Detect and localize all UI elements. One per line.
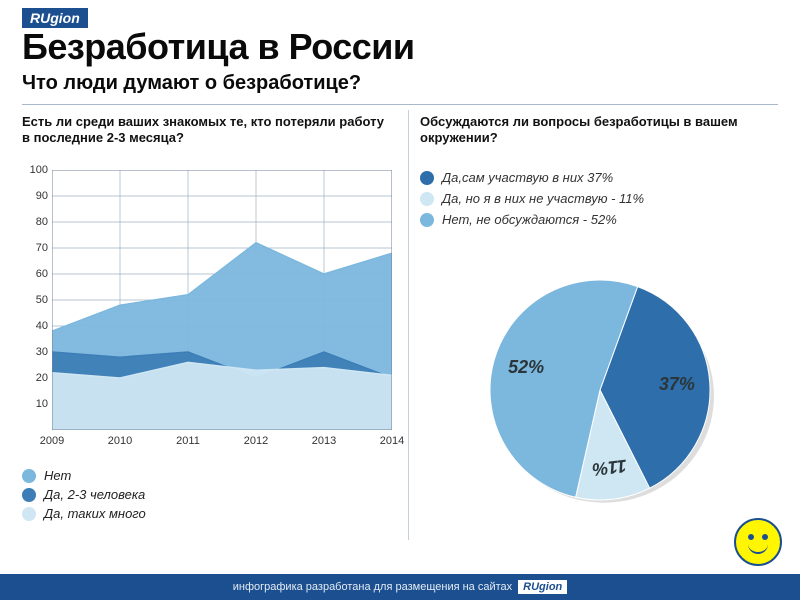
area-y-label: 30 [36,346,48,358]
svg-text:37%: 37% [659,374,695,394]
area-y-label: 10 [36,398,48,410]
svg-text:52%: 52% [508,357,544,377]
legend-dot-icon [420,213,434,227]
area-y-label: 40 [36,320,48,332]
area-y-label: 70 [36,242,48,254]
area-chart-legend: Нет Да, 2-3 человека Да, таких много [22,468,392,525]
divider-vertical [408,110,409,540]
legend-label: Да, таких много [44,506,146,521]
legend-label: Да,сам участвую в них 37% [442,170,613,185]
area-x-label: 2013 [312,435,336,447]
area-x-label: 2011 [176,435,200,447]
right-question: Обсуждаются ли вопросы безработицы в ваш… [420,114,780,147]
legend-dot-icon [420,192,434,206]
area-x-label: 2012 [244,435,268,447]
area-y-label: 80 [36,216,48,228]
area-chart-y-labels: 102030405060708090100 [22,170,50,430]
pie-legend-item: Да, но я в них не участвую - 11% [420,191,780,206]
area-x-label: 2009 [40,435,64,447]
legend-dot-icon [22,488,36,502]
legend-label: Нет [44,468,71,483]
area-chart-x-labels: 200920102011201220132014 [52,435,392,455]
pie-chart: 37% 11% 52% [450,255,750,515]
legend-label: Да, но я в них не участвую - 11% [442,191,644,206]
area-x-label: 2010 [108,435,132,447]
smiley-icon [734,518,782,566]
area-y-label: 100 [30,164,48,176]
pie-legend-item: Нет, не обсуждаются - 52% [420,212,780,227]
infographic-page: RUgion Безработица в России Что люди дум… [0,0,800,600]
area-chart-plot [52,170,392,430]
legend-label: Нет, не обсуждаются - 52% [442,212,617,227]
legend-dot-icon [22,507,36,521]
legend-dot-icon [22,469,36,483]
page-title: Безработица в России [22,26,415,68]
brand-badge: RUgion [22,8,88,28]
area-x-label: 2014 [380,435,404,447]
area-legend-item: Да, таких много [22,506,392,521]
pie-chart-legend: Да,сам участвую в них 37% Да, но я в них … [420,170,780,233]
footer-bar: инфографика разработана для размещения н… [0,574,800,600]
svg-text:11%: 11% [591,456,628,480]
divider-top [22,104,778,105]
area-y-label: 90 [36,190,48,202]
legend-label: Да, 2-3 человека [44,487,145,502]
area-y-label: 20 [36,372,48,384]
area-legend-item: Да, 2-3 человека [22,487,392,502]
area-chart: 102030405060708090100 200920102011201220… [22,170,397,460]
area-y-label: 60 [36,268,48,280]
legend-dot-icon [420,171,434,185]
area-y-label: 50 [36,294,48,306]
pie-legend-item: Да,сам участвую в них 37% [420,170,780,185]
footer-brand: RUgion [518,580,567,594]
page-subtitle: Что люди думают о безработице? [22,72,361,95]
footer-text: инфографика разработана для размещения н… [233,581,512,593]
area-legend-item: Нет [22,468,392,483]
left-question: Есть ли среди ваших знакомых те, кто пот… [22,114,392,147]
